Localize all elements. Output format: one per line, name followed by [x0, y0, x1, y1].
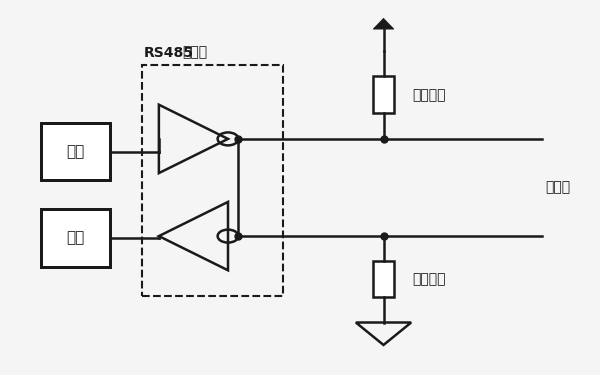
Text: RS485: RS485 [143, 46, 193, 60]
Text: 收发器: 收发器 [182, 46, 208, 60]
Text: 上拉电阻: 上拉电阻 [412, 89, 446, 103]
Bar [142, 65, 283, 296]
Bar [41, 209, 110, 267]
Bar [373, 76, 394, 113]
Polygon shape [373, 18, 394, 29]
Text: 下拉电阻: 下拉电阻 [412, 272, 446, 286]
Text: 接送: 接送 [66, 230, 85, 245]
Text: 至网络: 至网络 [545, 180, 570, 195]
Bar [373, 261, 394, 297]
Bar [41, 123, 110, 180]
Text: 发送: 发送 [66, 144, 85, 159]
